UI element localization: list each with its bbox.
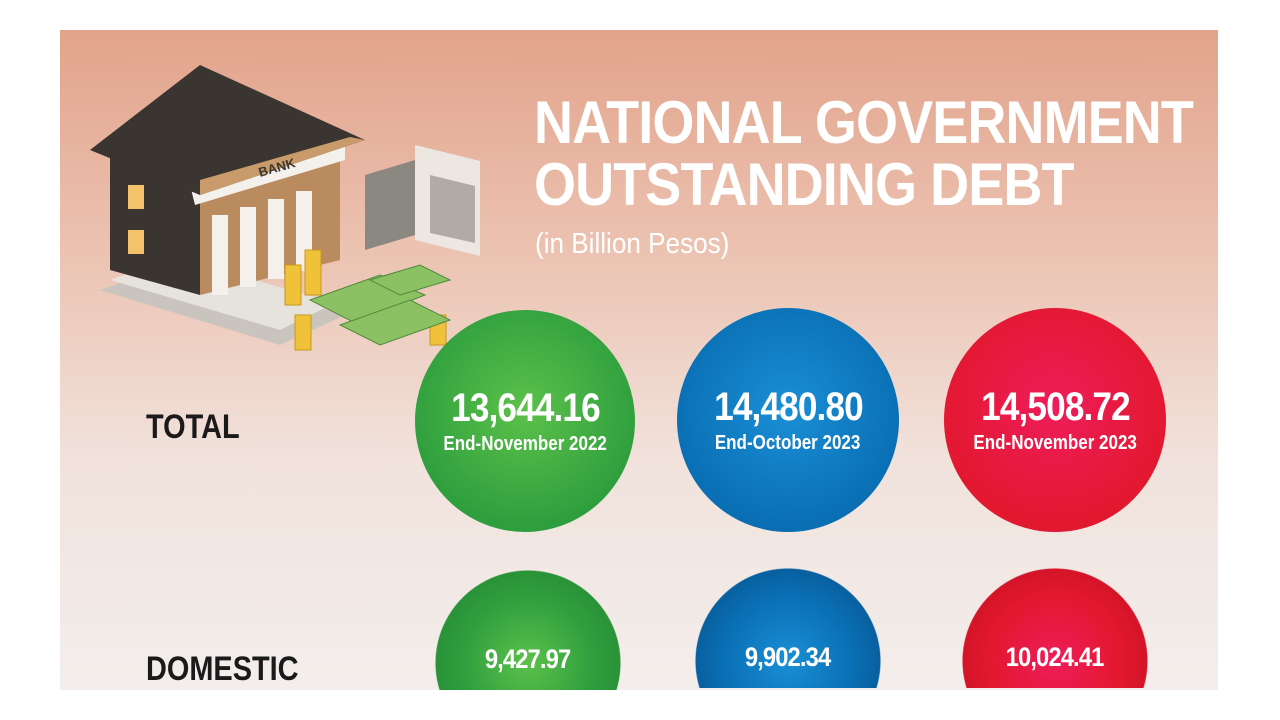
data-label: 9,427.97 <box>485 644 571 674</box>
domestic-circle-oct-2023: 9,902.34 <box>695 566 881 688</box>
row-label-domestic: DOMESTIC <box>146 650 299 688</box>
domestic-circle-nov-2023: 10,024.41 <box>962 566 1148 688</box>
data-label: 13,644.16 <box>450 386 601 430</box>
bank-illustration: BANK <box>90 65 480 351</box>
row-label-total: TOTAL <box>146 408 240 446</box>
data-label: 14,508.72 <box>980 385 1131 429</box>
total-circle-nov-2022: 13,644.16 End-November 2022 <box>415 310 635 532</box>
page-title: NATIONAL GOVERNMENT OUTSTANDING DEBT <box>534 89 1194 218</box>
title-line-1: NATIONAL GOVERNMENT <box>534 89 1194 156</box>
period-label: End-October 2023 <box>715 432 861 454</box>
total-circle-nov-2023: 14,508.72 End-November 2023 <box>944 308 1166 532</box>
data-label: 10,024.41 <box>1006 642 1105 672</box>
infographic-panel: BANK NATIONAL GOVERNMENT OUTSTANDING DEB… <box>60 30 1218 690</box>
data-label: 14,480.80 <box>713 385 864 429</box>
total-circle-oct-2023: 14,480.80 End-October 2023 <box>677 308 899 532</box>
domestic-circle-nov-2022: 9,427.97 <box>435 568 621 690</box>
data-label: 9,902.34 <box>745 642 831 672</box>
period-label: End-November 2022 <box>443 433 607 455</box>
subtitle: (in Billion Pesos) <box>535 228 730 260</box>
title-line-2: OUTSTANDING DEBT <box>534 151 1074 218</box>
period-label: End-November 2023 <box>973 432 1137 454</box>
